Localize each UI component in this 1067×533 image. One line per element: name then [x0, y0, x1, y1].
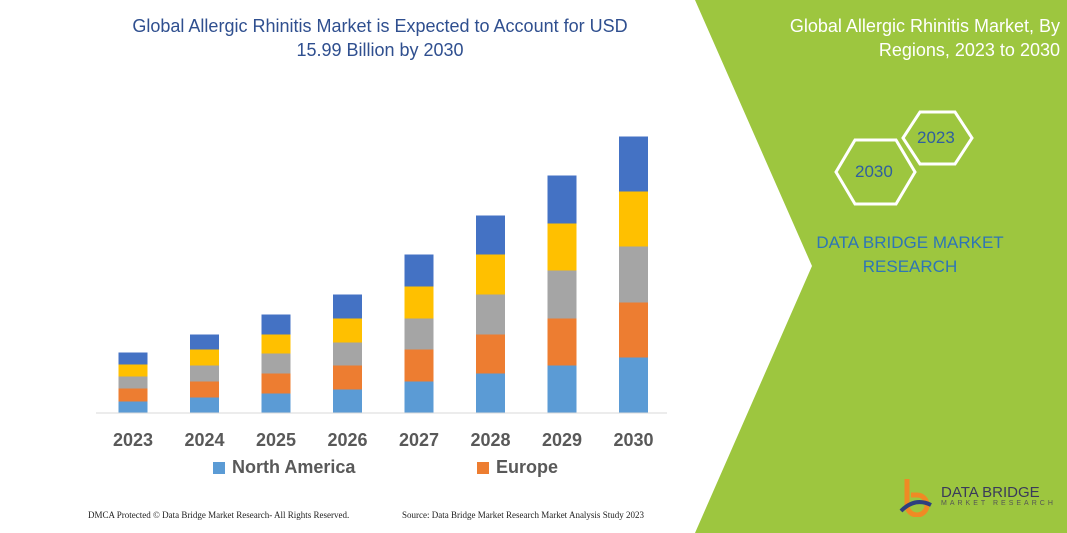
bar-segment-2030-s1: [619, 302, 648, 358]
legend-swatch: [213, 461, 225, 474]
chart-title: Global Allergic Rhinitis Market is Expec…: [132, 16, 628, 60]
bar-segment-2025-s2: [261, 353, 291, 374]
bar-segment-2026-s0: [333, 389, 362, 413]
bar-segment-2023-s3: [118, 364, 148, 377]
logo-sub: MARKET RESEARCH: [941, 500, 1056, 507]
bar-segment-2028-s1: [476, 334, 505, 374]
dmca-notice: DMCA Protected © Data Bridge Market Rese…: [88, 510, 350, 520]
x-tick-label: 2023: [113, 430, 153, 450]
bar-segment-2024-s4: [190, 334, 219, 350]
bar-segment-2029-s3: [547, 223, 577, 271]
bar-segment-2027-s4: [404, 254, 434, 287]
bar-segment-2030-s3: [619, 191, 648, 247]
bar-segment-2030-s0: [619, 357, 648, 413]
logo-mark-icon: [899, 479, 932, 517]
bar-segment-2024-s1: [190, 381, 219, 398]
x-tick-label: 2026: [327, 430, 367, 450]
bar-segment-2030-s2: [619, 246, 648, 303]
bar-segment-2025-s0: [261, 393, 291, 413]
bar-segment-2024-s2: [190, 365, 219, 382]
bar-segment-2023-s2: [118, 376, 148, 389]
hex-label-2023: 2023: [917, 128, 955, 147]
logo-name: DATA BRIDGE: [941, 484, 1040, 501]
bar-segment-2024-s0: [190, 397, 219, 413]
bar-segment-2029-s4: [547, 175, 577, 224]
bar-segment-2026-s4: [333, 294, 362, 319]
bar-segment-2025-s4: [261, 314, 291, 335]
x-tick-label: 2027: [399, 430, 439, 450]
brand-text: DATA BRIDGE MARKET RESEARCH: [816, 233, 1004, 276]
bar-segment-2030-s4: [619, 136, 648, 192]
legend-label: Europe: [496, 457, 559, 477]
x-tick-label: 2024: [184, 430, 224, 450]
bar-segment-2027-s0: [404, 381, 434, 413]
bar-segment-2027-s3: [404, 286, 434, 319]
bar-segment-2028-s0: [476, 373, 505, 413]
legend-europe: Europe: [477, 457, 558, 478]
bar-segment-2025-s3: [261, 334, 291, 354]
bar-segment-2028-s4: [476, 215, 505, 255]
bar-segment-2027-s1: [404, 349, 434, 382]
bar-segment-2026-s3: [333, 318, 362, 343]
bar-segment-2028-s2: [476, 294, 505, 335]
bar-segment-2027-s2: [404, 318, 434, 350]
hexagon-2030: [834, 138, 917, 206]
hexagon-2023: [901, 110, 974, 166]
x-tick-label: 2025: [256, 430, 296, 450]
legend-label: North America: [232, 457, 356, 477]
bar-segment-2028-s3: [476, 254, 505, 295]
x-tick-label: 2028: [470, 430, 510, 450]
side-title: Global Allergic Rhinitis Market, By Regi…: [789, 16, 1060, 60]
bar-segment-2023-s0: [118, 401, 148, 413]
bar-segment-2026-s1: [333, 365, 362, 390]
logo: DATA BRIDGE MARKET RESEARCH: [895, 475, 1056, 517]
x-tick-label: 2029: [542, 430, 582, 450]
bar-segment-2023-s1: [118, 388, 148, 402]
source-note: Source: Data Bridge Market Research Mark…: [402, 510, 644, 520]
legend-swatch: [477, 461, 489, 474]
bar-segment-2029-s2: [547, 270, 577, 319]
stacked-bar-chart: 2023 2024 2025 2026 2027 2028 2029 2030: [96, 136, 667, 450]
legend-north-america: North America: [213, 457, 355, 478]
bar-segment-2026-s2: [333, 342, 362, 366]
bar-segment-2029-s0: [547, 365, 577, 413]
hex-label-2030: 2030: [855, 162, 893, 181]
bar-segment-2023-s4: [118, 352, 148, 365]
x-tick-label: 2030: [613, 430, 653, 450]
bar-segment-2024-s3: [190, 349, 219, 366]
bar-segment-2025-s1: [261, 373, 291, 394]
bar-segment-2029-s1: [547, 318, 577, 366]
